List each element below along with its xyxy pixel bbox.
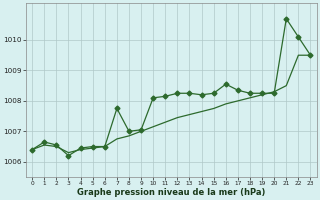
X-axis label: Graphe pression niveau de la mer (hPa): Graphe pression niveau de la mer (hPa) xyxy=(77,188,266,197)
